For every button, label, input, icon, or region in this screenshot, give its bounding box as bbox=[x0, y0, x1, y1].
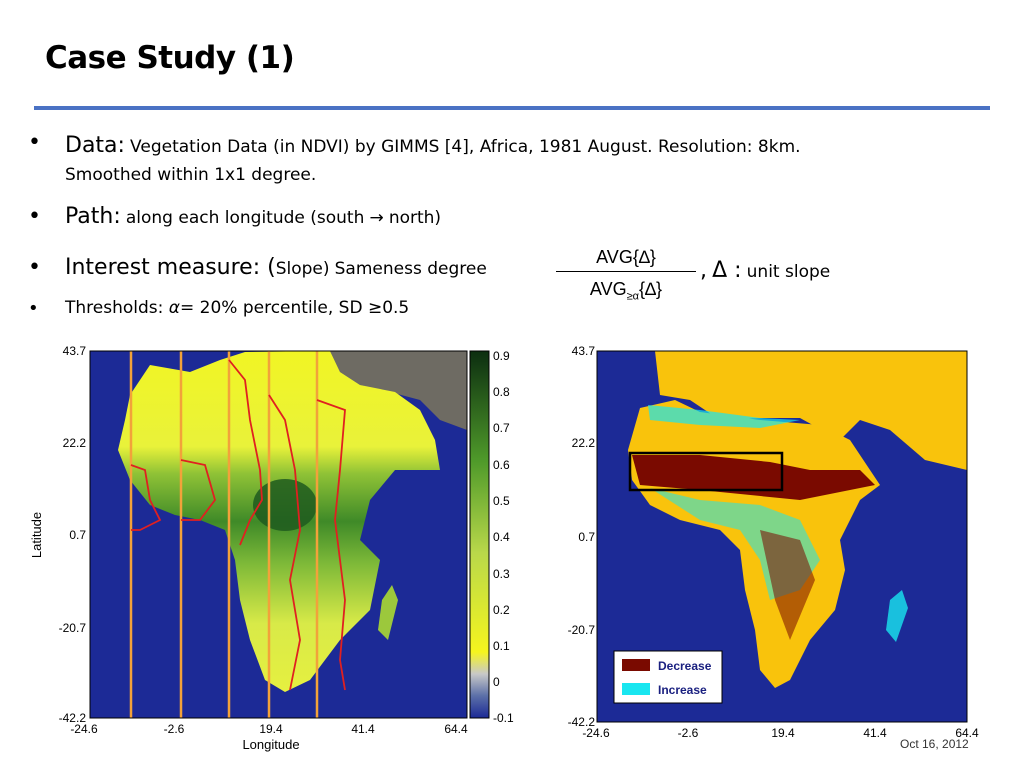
ndvi-colorbar: 0.9 0.8 0.7 0.6 0.5 0.4 0.3 0.2 0.1 0 -0… bbox=[469, 349, 514, 725]
change-legend: Decrease Increase bbox=[613, 650, 723, 704]
formula-denominator: AVG≥α{∆} bbox=[556, 279, 696, 303]
change-x-ticks: -24.6 -2.6 19.4 41.4 64.4 bbox=[582, 726, 979, 740]
madagascar-change bbox=[886, 590, 908, 642]
ndvi-x-ticks: -24.6 -2.6 19.4 41.4 64.4 bbox=[70, 722, 468, 736]
madagascar-ndvi bbox=[378, 585, 398, 640]
den-sub: ≥α bbox=[626, 290, 640, 303]
ndvi-y-ticks: 43.7 22.2 0.7 -20.7 -42.2 bbox=[59, 344, 87, 725]
thresholds-label: Thresholds: bbox=[65, 298, 164, 318]
colorbar-tick: 0.7 bbox=[493, 421, 510, 435]
change-map-frame bbox=[596, 350, 968, 723]
y-axis-title: Latitude bbox=[29, 512, 44, 558]
x-tick: 64.4 bbox=[955, 726, 979, 740]
legend-swatch-increase bbox=[622, 683, 650, 695]
thresholds-text: = 20% percentile, SD ≥0.5 bbox=[180, 298, 410, 318]
colorbar-tick: 0.1 bbox=[493, 639, 510, 653]
colorbar-tick: 0.2 bbox=[493, 603, 510, 617]
delta-unit: unit slope bbox=[746, 262, 831, 282]
x-tick: -24.6 bbox=[582, 726, 610, 740]
colorbar-tick: 0.4 bbox=[493, 530, 510, 544]
profile-line bbox=[180, 459, 216, 521]
y-tick: 22.2 bbox=[63, 436, 87, 450]
colorbar-tick: 0.8 bbox=[493, 385, 510, 399]
right-arrow-icon: → bbox=[369, 208, 384, 228]
profile-line bbox=[316, 399, 346, 691]
interest-slope: Slope) bbox=[275, 259, 330, 279]
alpha-symbol: α bbox=[168, 298, 180, 318]
profile-line bbox=[228, 359, 263, 546]
y-tick: -42.2 bbox=[568, 715, 596, 729]
ndvi-map: 43.7 22.2 0.7 -20.7 -42.2 -24.6 -2.6 19.… bbox=[29, 344, 468, 752]
bullet-dot: • bbox=[28, 130, 41, 155]
delta-definition: , Δ : unit slope bbox=[700, 258, 830, 283]
longitude-paths bbox=[129, 351, 319, 718]
delta-symbol: Δ : bbox=[712, 258, 742, 283]
data-text-line2: Smoothed within 1x1 degree. bbox=[65, 165, 317, 185]
footer-date: Oct 16, 2012 bbox=[900, 737, 969, 751]
eurasia-orange bbox=[655, 351, 967, 470]
legend-label-increase: Increase bbox=[658, 683, 707, 697]
north-increase-strip bbox=[648, 405, 800, 428]
y-tick: 0.7 bbox=[69, 528, 86, 542]
formula-comma: , bbox=[700, 258, 707, 283]
y-tick: 22.2 bbox=[572, 436, 596, 450]
den-tail: {∆} bbox=[639, 279, 663, 299]
data-text: Vegetation Data (in NDVI) by GIMMS [4], … bbox=[130, 137, 801, 157]
profile-line bbox=[130, 464, 162, 531]
colorbar-tick: 0 bbox=[493, 675, 500, 689]
title-divider bbox=[34, 106, 990, 110]
y-tick: 0.7 bbox=[578, 530, 595, 544]
path-text-end: north) bbox=[388, 208, 442, 228]
path-text: along each longitude (south bbox=[125, 208, 365, 228]
den-avg: AVG bbox=[589, 279, 627, 299]
colorbar-ticks: 0.9 0.8 0.7 0.6 0.5 0.4 0.3 0.2 0.1 0 -0… bbox=[493, 349, 514, 725]
x-tick: 19.4 bbox=[771, 726, 795, 740]
colorbar-gradient bbox=[469, 350, 490, 719]
colorbar-tick: 0.6 bbox=[493, 458, 510, 472]
x-tick: 41.4 bbox=[863, 726, 887, 740]
colorbar-tick: 0.9 bbox=[493, 349, 510, 363]
x-tick: -2.6 bbox=[678, 726, 699, 740]
x-tick: -24.6 bbox=[70, 722, 98, 736]
y-tick: -42.2 bbox=[59, 711, 87, 725]
decrease-speckle bbox=[760, 530, 815, 640]
x-tick: 41.4 bbox=[351, 722, 375, 736]
formula-fraction-bar bbox=[556, 271, 696, 272]
legend-label-decrease: Decrease bbox=[658, 659, 712, 673]
x-axis-title: Longitude bbox=[242, 737, 299, 752]
colorbar-tick: 0.5 bbox=[493, 494, 510, 508]
legend-swatch-decrease bbox=[622, 659, 650, 671]
y-tick: 43.7 bbox=[572, 344, 596, 358]
bullet-dot: • bbox=[28, 255, 41, 280]
data-label: Data: bbox=[65, 133, 125, 158]
change-map: Decrease Increase 43.7 22.2 0.7 -20.7 -4… bbox=[568, 344, 979, 740]
bullet-dot: • bbox=[28, 298, 39, 319]
x-tick: 64.4 bbox=[444, 722, 468, 736]
change-y-ticks: 43.7 22.2 0.7 -20.7 -42.2 bbox=[568, 344, 596, 729]
formula-numerator: AVG{∆} bbox=[596, 247, 656, 267]
eurasia-land bbox=[330, 351, 467, 430]
y-tick: 43.7 bbox=[63, 344, 87, 358]
y-tick: -20.7 bbox=[568, 623, 596, 637]
x-tick: 19.4 bbox=[259, 722, 283, 736]
interest-label: Interest measure: ( bbox=[65, 255, 276, 280]
y-tick: -20.7 bbox=[59, 621, 87, 635]
colorbar-tick: 0.3 bbox=[493, 567, 510, 581]
interest-sameness: Sameness degree bbox=[334, 259, 487, 279]
colorbar-tick: -0.1 bbox=[493, 711, 514, 725]
profile-line bbox=[268, 394, 301, 691]
slope-profiles bbox=[130, 359, 346, 691]
path-label: Path: bbox=[65, 204, 121, 229]
ndvi-map-frame bbox=[89, 350, 468, 719]
bullet-dot: • bbox=[28, 204, 41, 229]
x-tick: -2.6 bbox=[164, 722, 185, 736]
congo-basin bbox=[253, 479, 317, 531]
slide-title: Case Study (1) bbox=[45, 40, 295, 76]
highlight-box bbox=[628, 451, 784, 492]
